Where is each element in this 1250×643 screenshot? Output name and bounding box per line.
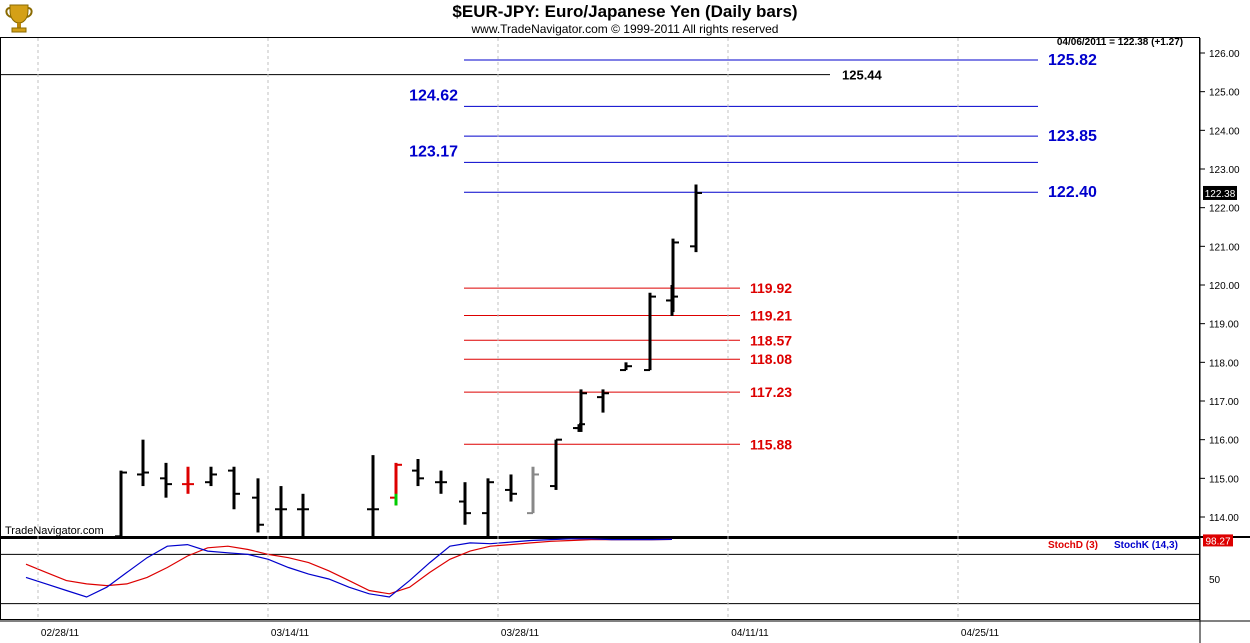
ohlc-bar (390, 462, 402, 506)
level-label: 119.92 (750, 280, 792, 296)
x-axis: 02/28/11 03/14/11 03/28/11 04/11/11 04/25/11 (0, 38, 1250, 643)
y-tick-label: 122.00 (1209, 204, 1240, 215)
oscillator-plot-frame (0, 538, 1200, 620)
price-plot-frame (0, 37, 1200, 538)
y-tick-label: 118.00 (1209, 358, 1239, 369)
ohlc-bar (620, 362, 632, 372)
watermark: TradeNavigator.com (5, 525, 104, 537)
level-label: 118.57 (750, 332, 792, 348)
x-tick-label: 03/28/11 (501, 628, 540, 639)
osc-legend-label: StochK (14,3) (1114, 540, 1178, 551)
level-label: 123.85 (1048, 128, 1097, 145)
ohlc-bar (228, 466, 240, 510)
level-label: 119.21 (750, 308, 792, 324)
y-tick-label: 117.00 (1209, 397, 1239, 408)
ohlc-bar (137, 439, 149, 487)
y-tick-label: 119.00 (1209, 320, 1239, 331)
y-tick-label: 124.00 (1209, 126, 1240, 137)
y-tick-label: 123.00 (1209, 165, 1240, 176)
osc-y-tick-label: 50 (1209, 575, 1221, 586)
osc-legend-label: StochD (3) (1048, 540, 1098, 551)
ohlc-bar (644, 292, 656, 372)
y-tick-label: 115.00 (1209, 474, 1239, 485)
ohlc-bar (527, 466, 539, 515)
ohlc-bar (297, 493, 309, 536)
ohlc-bar (205, 466, 217, 487)
trophy-logo-icon (4, 2, 34, 34)
ohlc-bar (412, 459, 424, 487)
ohlc-bar (275, 486, 287, 536)
level-label: 123.17 (409, 143, 458, 160)
ohlc-bar (505, 474, 517, 502)
x-tick-label: 03/14/11 (271, 628, 310, 639)
ohlc-bar (252, 478, 264, 533)
ohlc-bar (459, 482, 471, 525)
x-tick-label: 02/28/11 (41, 628, 80, 639)
ohlc-bar (482, 478, 494, 536)
x-tick-label: 04/25/11 (961, 628, 1000, 639)
ohlc-bar (597, 389, 609, 413)
level-label: 125.44 (842, 68, 883, 83)
level-label: 118.08 (750, 351, 792, 367)
osc-series-line (25, 538, 673, 598)
chart-title: $EUR-JPY: Euro/Japanese Yen (Daily bars) (452, 2, 798, 21)
level-label: 122.40 (1048, 184, 1097, 201)
quote-readout: 04/06/2011 = 122.38 (+1.27) (1057, 37, 1183, 48)
ohlc-bar (435, 470, 447, 494)
chart-subtitle: www.TradeNavigator.com © 1999-2011 All r… (471, 22, 779, 36)
level-label: 117.23 (750, 384, 792, 400)
y-tick-label: 126.00 (1209, 49, 1240, 60)
ohlc-bar (575, 389, 587, 432)
y-tick-label: 125.00 (1209, 88, 1240, 99)
ohlc-bar (667, 238, 679, 313)
level-label: 124.62 (409, 87, 458, 104)
level-label: 115.88 (750, 436, 792, 452)
ohlc-bar (115, 470, 127, 536)
ohlc-bar (550, 438, 562, 490)
osc-last-value-box (1203, 534, 1233, 547)
ohlc-bar (367, 455, 379, 536)
osc-last-value-label: 98.27 (1205, 536, 1230, 547)
price-panel: 114.00 115.00 116.00 117.00 118.00 119.00 120.… (0, 37, 1250, 538)
ohlc-bars (115, 184, 702, 536)
last-price-label: 122.38 (1205, 189, 1236, 200)
oscillator-panel: 50 StochD (3) StochK (14,3) 98.27 (0, 534, 1233, 620)
last-price-box (1203, 185, 1237, 200)
y-tick-label: 121.00 (1209, 242, 1240, 253)
y-tick-label: 114.00 (1209, 513, 1239, 524)
ohlc-bar (690, 184, 702, 253)
ohlc-bar (182, 466, 194, 494)
y-tick-label: 120.00 (1209, 281, 1240, 292)
osc-series-line (25, 538, 673, 595)
x-tick-label: 04/11/11 (731, 628, 769, 639)
y-tick-label: 116.00 (1209, 436, 1239, 447)
level-label: 125.82 (1048, 52, 1097, 69)
ohlc-bar (160, 462, 172, 498)
